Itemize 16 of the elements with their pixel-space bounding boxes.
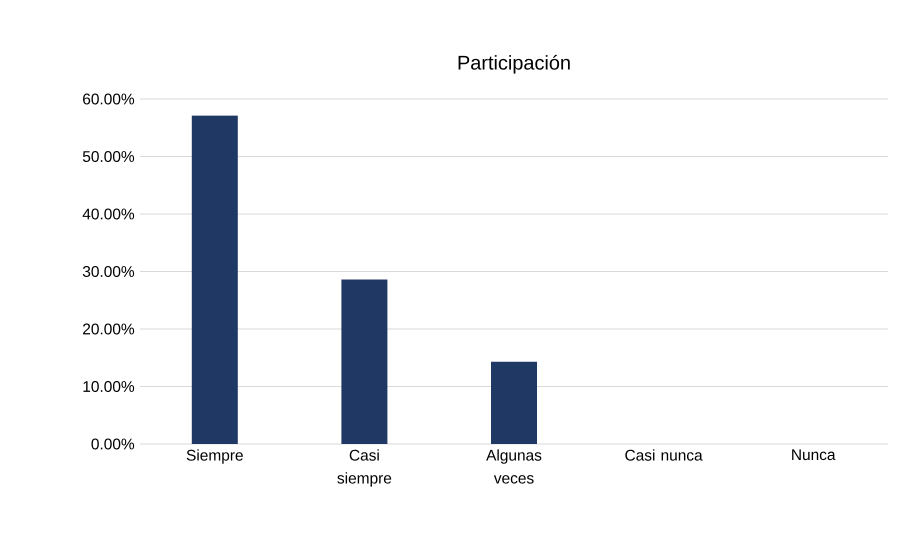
- x-tick-label: Algunas veces: [486, 449, 542, 484]
- y-tick-label: 40.00%: [82, 208, 134, 220]
- y-tick-label: 60.00%: [83, 94, 134, 104]
- y-tick-label: 0.00%: [91, 438, 134, 450]
- x-tick-label: Siempre: [186, 449, 243, 464]
- bar: [491, 362, 538, 444]
- y-tick-label: 10.00%: [83, 381, 134, 392]
- x-tick-label: Casi nunca: [625, 449, 703, 461]
- y-tick-label: 30.00%: [82, 266, 134, 277]
- bar: [341, 280, 388, 444]
- y-tick-label: 50.00%: [82, 151, 134, 162]
- x-tick-label: Nunca: [792, 449, 836, 460]
- y-tick-label: 20.00%: [83, 324, 134, 334]
- bar: [192, 116, 238, 444]
- x-tick-label: Casi siempre: [337, 449, 392, 487]
- chart-title: Participación: [458, 54, 570, 74]
